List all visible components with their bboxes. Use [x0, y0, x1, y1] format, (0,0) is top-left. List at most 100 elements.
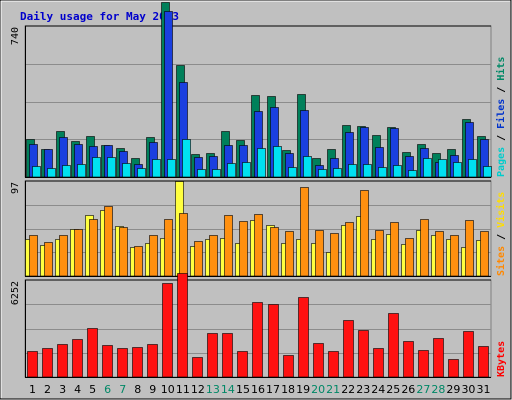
bar-sites-day-8	[134, 246, 143, 277]
bar-sites-day-21	[330, 233, 339, 277]
bar-sites-day-14	[224, 215, 233, 277]
bar-sites-day-29	[450, 235, 459, 277]
x-tick-label-day-23: 23	[356, 383, 370, 396]
panel-2: 97 Sites / Visits	[10, 180, 507, 277]
bar-sites-day-20	[315, 230, 324, 277]
bar-kbytes-day-25	[388, 313, 399, 378]
bar-sites-day-11	[179, 213, 188, 277]
bar-pages-day-30	[468, 159, 477, 178]
bar-sites-day-2	[44, 242, 53, 277]
bar-kbytes-day-24	[373, 348, 384, 378]
x-tick-label-day-19: 19	[296, 383, 310, 396]
x-tick-label-day-13: 13	[206, 383, 220, 396]
bar-pages-day-31	[483, 166, 492, 178]
x-tick-label-day-1: 1	[29, 383, 36, 396]
x-tick-label-day-15: 15	[236, 383, 250, 396]
bar-pages-day-23	[363, 164, 372, 178]
x-tick-label-day-12: 12	[191, 383, 205, 396]
bar-sites-day-6	[104, 206, 113, 277]
panel-legend: Pages / Files / Hits	[495, 57, 507, 177]
bar-kbytes-day-1	[27, 351, 38, 378]
legend-separator: /	[496, 129, 507, 147]
legend-entry: KBytes	[496, 341, 507, 377]
bar-sites-day-30	[465, 220, 474, 277]
bar-kbytes-day-2	[42, 348, 53, 378]
bar-sites-day-24	[375, 230, 384, 277]
bar-pages-day-18	[288, 167, 297, 178]
bar-kbytes-day-5	[87, 328, 98, 378]
bar-pages-day-13	[212, 169, 221, 178]
legend-entry: Hits	[495, 57, 507, 81]
bar-pages-day-14	[227, 163, 236, 178]
x-tick-label-day-25: 25	[386, 383, 400, 396]
panel-legend: Sites / Visits	[495, 192, 507, 276]
bar-kbytes-day-8	[132, 347, 143, 378]
legend-separator: /	[496, 81, 507, 99]
x-tick-label-day-14: 14	[221, 383, 235, 396]
legend-entry: Files	[495, 99, 507, 129]
bar-pages-day-2	[47, 168, 56, 178]
x-tick-label-day-16: 16	[251, 383, 265, 396]
bar-pages-day-4	[77, 164, 86, 178]
x-tick-label-day-2: 2	[44, 383, 51, 396]
x-tick-label-day-7: 7	[119, 383, 126, 396]
x-axis: 1 2 3 4 5 6 7 8 9 10 11 12 13 14 15 16 17 18 19 20 21 22 23 24 2…	[29, 383, 490, 396]
bar-sites-day-12	[194, 241, 203, 277]
x-tick-label-day-11: 11	[176, 383, 190, 396]
x-tick-label-day-9: 9	[149, 383, 156, 396]
bar-kbytes-day-14	[222, 333, 233, 378]
legend-entry: Visits	[495, 192, 507, 228]
bar-pages-day-25	[393, 165, 402, 178]
y-max-tick-label: 740	[10, 27, 21, 45]
x-tick-label-day-29: 29	[446, 383, 460, 396]
bar-sites-day-17	[270, 227, 279, 277]
bar-sites-day-7	[119, 227, 128, 277]
panel-1: 740 Pages / Files / Hits	[10, 2, 507, 178]
bar-kbytes-day-3	[57, 344, 68, 378]
x-tick-label-day-20: 20	[311, 383, 325, 396]
bar-sites-day-22	[345, 222, 354, 277]
bar-kbytes-day-21	[328, 351, 339, 378]
bar-pages-day-16	[257, 148, 266, 178]
bar-pages-day-24	[378, 167, 387, 178]
bar-pages-day-7	[122, 163, 131, 178]
bar-sites-day-1	[29, 235, 38, 277]
bar-sites-day-15	[239, 221, 248, 277]
bar-sites-day-3	[59, 235, 68, 277]
x-tick-label-day-21: 21	[326, 383, 340, 396]
bar-kbytes-day-22	[343, 320, 354, 378]
legend-entry: Sites	[495, 246, 507, 276]
bar-pages-day-5	[92, 157, 101, 178]
bar-kbytes-day-28	[433, 338, 444, 378]
x-tick-label-day-8: 8	[134, 383, 141, 396]
bar-kbytes-day-31	[478, 346, 489, 378]
bar-sites-day-27	[420, 219, 429, 277]
bar-pages-day-17	[273, 146, 282, 178]
bar-kbytes-day-10	[162, 283, 173, 378]
bar-pages-day-6	[107, 157, 116, 178]
panel-legend: KBytes	[496, 341, 507, 377]
series-sites	[29, 187, 489, 277]
bar-kbytes-day-26	[403, 341, 414, 378]
bar-kbytes-day-4	[72, 339, 83, 378]
bar-sites-day-28	[435, 231, 444, 277]
x-tick-label-day-28: 28	[431, 383, 445, 396]
x-tick-label-day-6: 6	[104, 383, 111, 396]
bar-sites-day-16	[254, 214, 263, 277]
bar-sites-day-26	[405, 238, 414, 277]
x-tick-label-day-30: 30	[461, 383, 475, 396]
bar-kbytes-day-18	[283, 355, 294, 378]
bar-pages-day-9	[152, 159, 161, 178]
bar-sites-day-9	[149, 235, 158, 277]
y-max-tick-label: 6252	[10, 281, 21, 305]
bar-kbytes-day-17	[268, 304, 279, 378]
bar-kbytes-day-15	[237, 351, 248, 378]
panel-3: 6252 KBytes	[10, 273, 507, 378]
x-tick-label-day-5: 5	[89, 383, 96, 396]
bar-sites-day-23	[360, 190, 369, 277]
x-tick-label-day-31: 31	[476, 383, 490, 396]
bar-files-day-10	[164, 11, 173, 178]
x-tick-label-day-18: 18	[281, 383, 295, 396]
